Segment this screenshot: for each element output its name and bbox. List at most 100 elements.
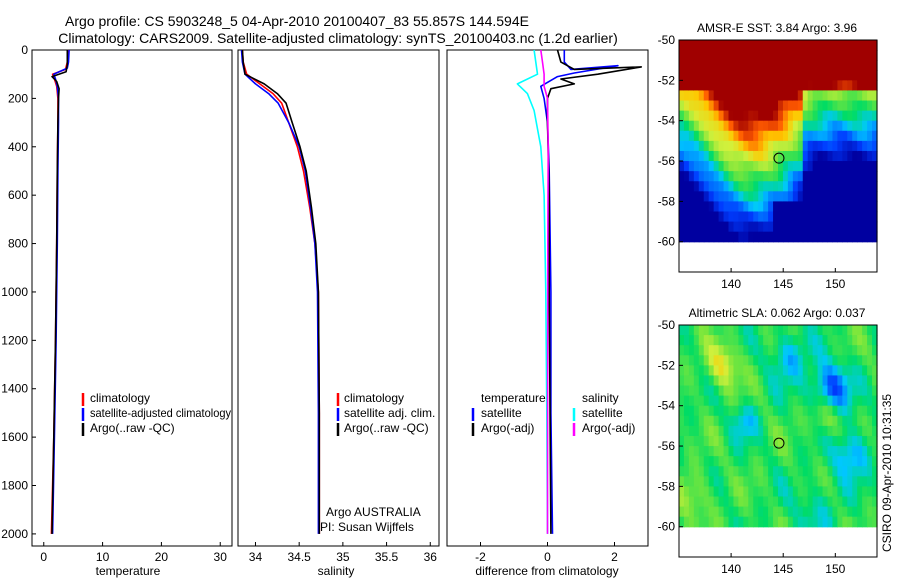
y-tick-label: 2000 (1, 527, 28, 541)
heatmap-cell (723, 80, 730, 92)
heatmap-cell (708, 161, 715, 172)
heatmap-cell (778, 110, 784, 122)
heatmap-cell (778, 486, 784, 498)
heatmap-cell (718, 120, 725, 132)
heatmap-cell (867, 70, 873, 81)
heatmap-cell (787, 130, 794, 142)
heatmap-cell (837, 496, 843, 508)
heatmap-cell (688, 60, 695, 71)
heatmap-cell (872, 211, 878, 223)
heatmap-cell (862, 110, 868, 122)
x-tick-label: 0 (40, 550, 47, 564)
heatmap-cell (832, 60, 838, 71)
heatmap-cell (713, 60, 720, 71)
heatmap-cell (698, 405, 705, 417)
heatmap-cell (708, 345, 715, 356)
heatmap-cell (683, 130, 690, 142)
heatmap-cell (847, 506, 853, 518)
heatmap-cell (768, 435, 774, 447)
heatmap-cell (763, 201, 769, 213)
heatmap-cell (683, 231, 690, 243)
heatmap-cell (792, 425, 799, 437)
heatmap-cell (703, 345, 710, 356)
heatmap-cell (758, 355, 764, 366)
heatmap-cell (797, 40, 804, 51)
heatmap-cell (728, 110, 735, 122)
heatmap-cell (753, 506, 759, 518)
heatmap-cell (842, 486, 848, 498)
heatmap-cell (778, 466, 784, 477)
heatmap-cell (688, 385, 695, 397)
heatmap-cell (852, 80, 858, 92)
heatmap-cell (872, 140, 878, 152)
difference-xlabel: difference from climatology (475, 564, 618, 578)
heatmap-cell (847, 50, 853, 61)
heatmap-cell (857, 345, 863, 356)
heatmap-cell (738, 60, 744, 71)
sla-heatmap-cells (679, 325, 878, 528)
heatmap-cell (807, 100, 814, 112)
heatmap-cell (763, 90, 769, 102)
heatmap-cell (688, 516, 695, 528)
heatmap-cell (797, 385, 804, 397)
heatmap-cell (718, 516, 725, 528)
heatmap-cell (797, 415, 804, 427)
heatmap-cell (703, 50, 710, 61)
heatmap-cell (703, 425, 710, 437)
heatmap-cell (857, 516, 863, 528)
heatmap-cell (872, 486, 878, 498)
heatmap-cell (679, 446, 685, 457)
heatmap-cell (802, 415, 809, 427)
heatmap-cell (723, 171, 730, 182)
heatmap-cell (802, 110, 809, 122)
heatmap-cell (758, 506, 764, 518)
heatmap-cell (812, 50, 819, 61)
heatmap-cell (773, 375, 779, 387)
heatmap-cell (733, 120, 739, 132)
heatmap-cell (847, 191, 853, 202)
sst-heatmap-cells (679, 40, 878, 243)
heatmap-cell (852, 375, 858, 387)
heatmap-cell (797, 201, 804, 213)
heatmap-cell (872, 171, 878, 182)
heatmap-cell (703, 435, 710, 447)
heatmap-cell (753, 130, 759, 142)
heatmap-cell (852, 476, 858, 487)
heatmap-cell (733, 60, 739, 71)
heatmap-cell (703, 140, 710, 152)
heatmap-cell (728, 395, 735, 407)
heatmap-cell (787, 161, 794, 172)
heatmap-cell (773, 325, 779, 336)
heatmap-cell (748, 355, 754, 366)
heatmap-cell (683, 345, 690, 356)
heatmap-cell (693, 40, 700, 51)
salinity-axes-box (237, 49, 440, 547)
heatmap-cell (782, 345, 789, 356)
heatmap-cell (688, 211, 695, 223)
heatmap-cell (802, 211, 809, 223)
heatmap-cell (797, 80, 804, 92)
heatmap-cell (713, 130, 720, 142)
heatmap-cell (852, 110, 858, 122)
heatmap-cell (679, 325, 685, 336)
heatmap-cell (733, 325, 739, 336)
heatmap-cell (787, 120, 794, 132)
heatmap-cell (857, 446, 863, 457)
heatmap-cell (768, 120, 774, 132)
heatmap-cell (837, 365, 843, 377)
heatmap-cell (832, 40, 838, 51)
heatmap-cell (758, 325, 764, 336)
heatmap-cell (758, 335, 764, 346)
heatmap-cell (738, 415, 744, 427)
heatmap-cell (763, 50, 769, 61)
heatmap-cell (738, 486, 744, 498)
heatmap-cell (723, 476, 730, 487)
heatmap-cell (847, 456, 853, 467)
heatmap-cell (698, 435, 705, 447)
heatmap-cell (827, 456, 834, 467)
heatmap-cell (698, 201, 705, 213)
heatmap-cell (782, 80, 789, 92)
heatmap-cell (797, 466, 804, 477)
sst-map-title: AMSR-E SST: 3.84 Argo: 3.96 (697, 21, 857, 35)
heatmap-cell (683, 496, 690, 508)
